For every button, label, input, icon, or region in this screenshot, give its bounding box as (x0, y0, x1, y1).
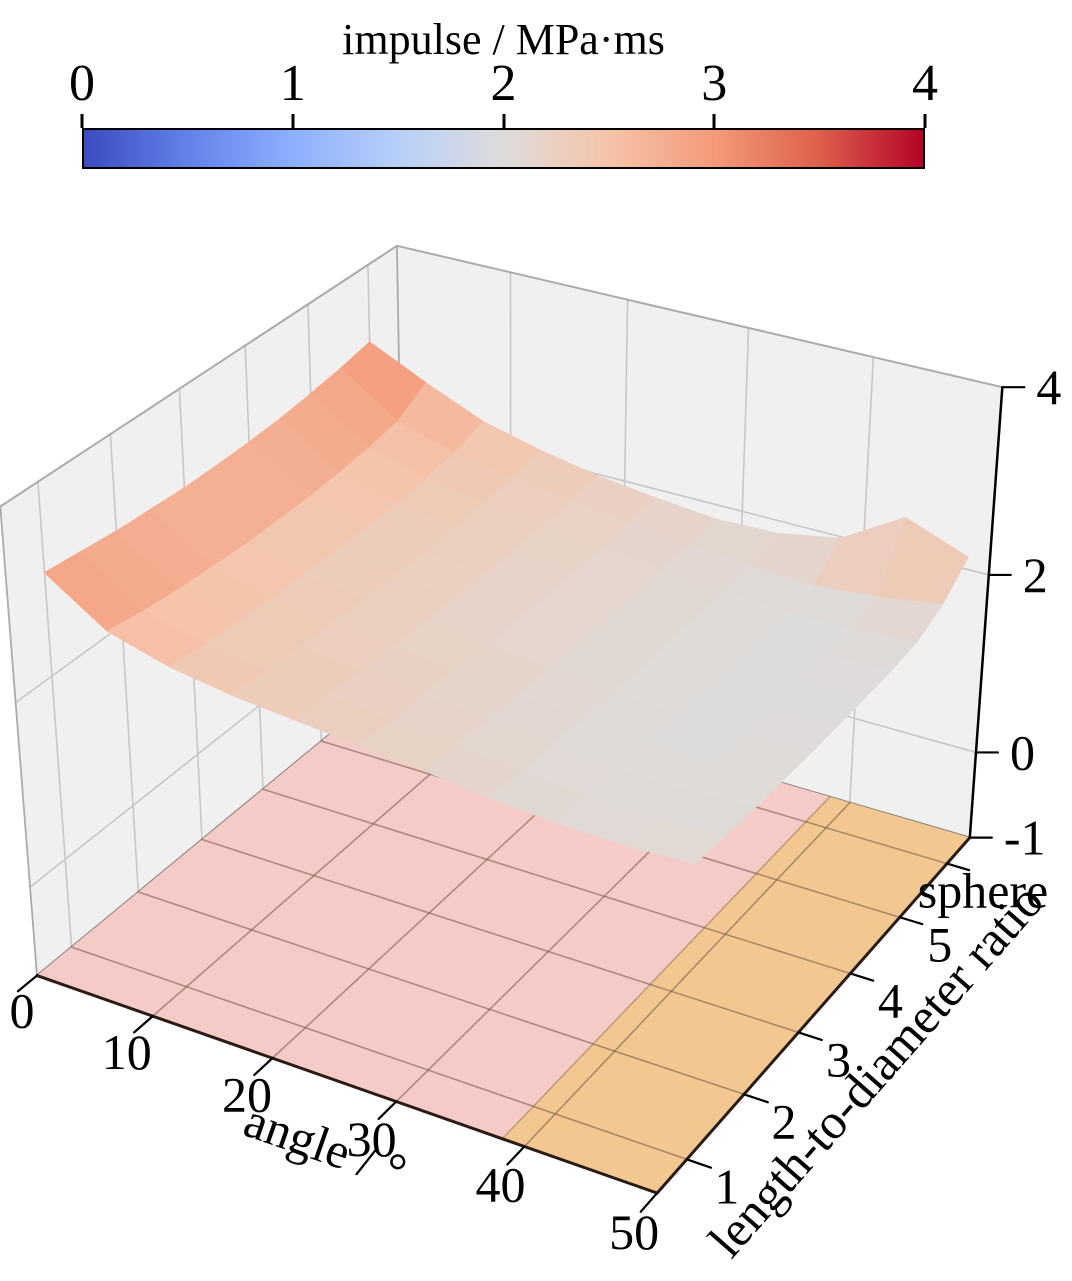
x-tick-label: 0 (10, 983, 35, 1039)
colorbar-tick (291, 114, 295, 128)
y-tick (945, 862, 971, 872)
y-tick-label: 3 (826, 1031, 851, 1087)
y-tick-label: 2 (772, 1093, 797, 1149)
floor-gridline-y (262, 788, 852, 975)
x-axis-spine (35, 974, 659, 1195)
z-tick-label: 2 (1023, 547, 1048, 603)
box-edge-top-right (395, 244, 1004, 389)
colorbar-tick-label: 0 (69, 55, 95, 112)
colorbar-tick (923, 114, 927, 128)
colorbar-tick-label: 3 (701, 55, 728, 112)
y-axis-spine (655, 836, 972, 1195)
floor-gridline-x (523, 801, 851, 1148)
x-tick-label: 10 (102, 1024, 152, 1080)
y-tick (797, 1031, 823, 1042)
x-tick (253, 1057, 274, 1077)
y-tick (742, 1093, 769, 1104)
y-tick (898, 916, 924, 926)
surface-facet (625, 817, 726, 864)
z-axis-line (968, 385, 1004, 839)
x-axis-label: angle / ° (237, 1092, 413, 1200)
x-tick-label: 50 (609, 1204, 659, 1260)
surface (44, 341, 969, 864)
x-tick (639, 1191, 659, 1213)
floor-region-high-angle (502, 796, 970, 1194)
wall-gridline-y (37, 481, 73, 948)
colorbar-tick-label: 1 (279, 55, 306, 112)
y-tick-label: 5 (927, 916, 952, 972)
x-tick-label: 40 (476, 1157, 526, 1213)
floor-region-boundary (501, 796, 831, 1140)
x-tick (506, 1145, 526, 1166)
x-tick (133, 1015, 154, 1034)
colorbar-tick (80, 114, 84, 128)
box-edge-top-left (0, 244, 398, 508)
colorbar-tick (502, 114, 505, 128)
y-tick-label: sphere (918, 863, 1049, 919)
z-tick-label: 0 (1010, 724, 1035, 780)
floor-gridline-y (137, 891, 745, 1096)
x-tick-label: 30 (347, 1111, 397, 1167)
floor-gridline-y (201, 838, 800, 1034)
y-tick (849, 972, 875, 982)
wall-gridline-y (109, 433, 140, 893)
colorbar-title: impulse / MPa·ms (342, 15, 665, 64)
colorbar-tick (712, 114, 716, 128)
z-tick-label: -1 (1004, 810, 1046, 866)
x-tick (377, 1100, 398, 1121)
floor-gridline-y (70, 946, 688, 1161)
x-tick-label: 20 (222, 1067, 272, 1123)
z-tick-label: 4 (1036, 359, 1061, 415)
colorbar-tick-label: 2 (490, 55, 517, 112)
x-tick (16, 974, 39, 993)
y-tick-label: 4 (878, 972, 903, 1028)
colorbar-tick-label: 4 (912, 55, 938, 112)
y-tick (685, 1158, 713, 1169)
box-edge-left-vertical (0, 505, 38, 977)
y-tick-label: 1 (714, 1158, 739, 1214)
colorbar-gradient (82, 128, 925, 169)
